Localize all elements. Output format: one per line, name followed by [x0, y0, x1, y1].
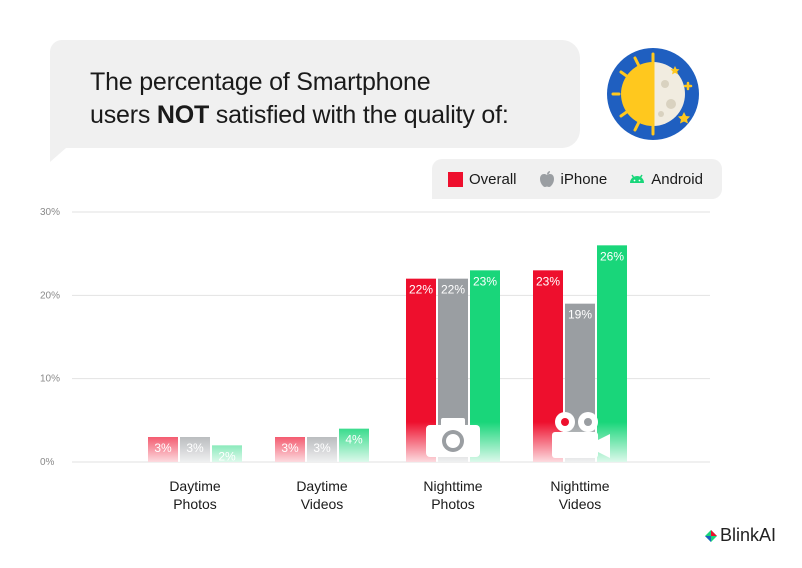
day-night-icon: [607, 48, 699, 140]
x-category-label: Videos: [301, 496, 344, 512]
legend: Overall iPhone Android: [432, 159, 722, 199]
video-camera-icon: [552, 432, 598, 458]
y-tick-label: 0%: [40, 457, 55, 468]
x-category-label: Photos: [173, 496, 217, 512]
title-text: satisfied with the quality of:: [209, 101, 509, 129]
x-category-label: Daytime: [296, 478, 348, 494]
video-camera-icon-reel-hub: [584, 418, 592, 426]
x-category-label: Photos: [431, 496, 475, 512]
data-label: 3%: [281, 441, 299, 455]
legend-label-overall: Overall: [469, 170, 517, 188]
camera-icon-lens-inner: [446, 434, 460, 448]
title-emphasis: NOT: [156, 101, 210, 129]
data-label: 2%: [218, 449, 236, 463]
data-label: 3%: [186, 441, 204, 455]
brand-logo: BlinkAI: [705, 525, 776, 546]
x-category-label: Videos: [559, 496, 602, 512]
bar-fade: [275, 422, 369, 462]
speech-tail: [50, 148, 66, 162]
x-category-label: Daytime: [169, 478, 221, 494]
brand-name: BlinkAI: [720, 525, 777, 545]
chart-title-line-2: users NOT satisfied with the quality of:: [90, 99, 580, 132]
legend-item-android: Android: [629, 170, 703, 188]
apple-icon: [539, 171, 554, 187]
x-category-label: Nighttime: [423, 478, 482, 494]
x-category-label: Nighttime: [550, 478, 609, 494]
data-label: 22%: [409, 283, 433, 297]
data-label: 22%: [441, 283, 465, 297]
data-label: 3%: [313, 441, 331, 455]
overall-swatch: [448, 171, 463, 187]
data-label: 4%: [345, 433, 363, 447]
y-tick-label: 10%: [40, 374, 60, 385]
legend-label-iphone: iPhone: [560, 170, 608, 188]
chart-title-line-1: The percentage of Smartphone: [90, 68, 431, 96]
camera-icon-top: [441, 418, 465, 427]
data-label: 3%: [154, 441, 172, 455]
bar-fade: [148, 422, 242, 462]
title-bubble: The percentage of Smartphone users NOT s…: [50, 40, 580, 162]
legend-item-overall: Overall: [448, 171, 517, 188]
y-tick-label: 30%: [40, 207, 60, 218]
data-label: 23%: [536, 274, 560, 288]
diamond-icon: [705, 529, 717, 542]
video-camera-icon-reel-hub: [561, 418, 569, 426]
title-text: users: [90, 101, 157, 129]
video-camera-icon-lens: [598, 434, 610, 458]
y-tick-label: 20%: [40, 290, 60, 301]
data-label: 23%: [473, 274, 497, 288]
legend-label-android: Android: [651, 170, 703, 188]
data-label: 26%: [600, 249, 624, 263]
android-icon: [630, 174, 645, 183]
data-label: 19%: [568, 308, 592, 322]
legend-item-iphone: iPhone: [539, 170, 608, 188]
